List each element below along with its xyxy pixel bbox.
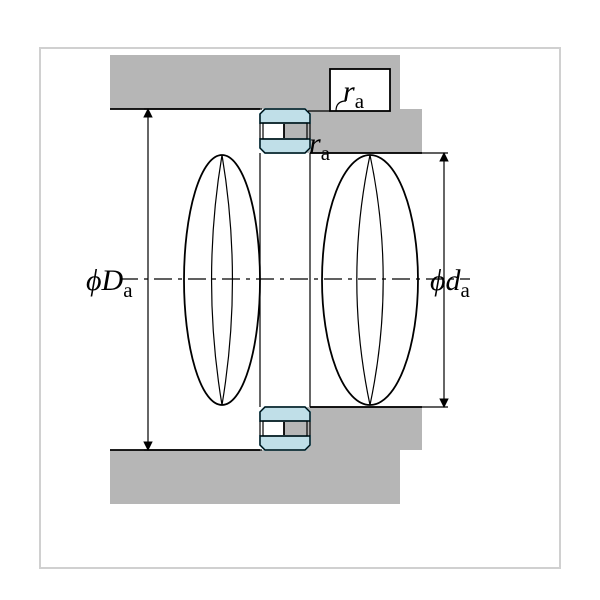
label-phi-da-sub: a (461, 278, 470, 302)
label-ra-inner-sub: a (321, 141, 330, 165)
label-phi-Da-sym: ϕD (86, 264, 123, 297)
label-ra-inner-sym: r (309, 127, 321, 160)
label-ra-inner: ra (309, 127, 330, 166)
label-ra-upper: ra (343, 75, 364, 114)
label-ra-upper-sub: a (355, 89, 364, 113)
label-phi-da: ϕda (430, 264, 470, 303)
diagram-stage: ϕDa ϕda ra ra (0, 0, 600, 600)
label-ra-upper-sym: r (343, 75, 355, 108)
label-phi-Da-sub: a (123, 278, 132, 302)
label-phi-da-sym: ϕd (430, 264, 461, 297)
label-phi-Da: ϕDa (86, 264, 133, 303)
